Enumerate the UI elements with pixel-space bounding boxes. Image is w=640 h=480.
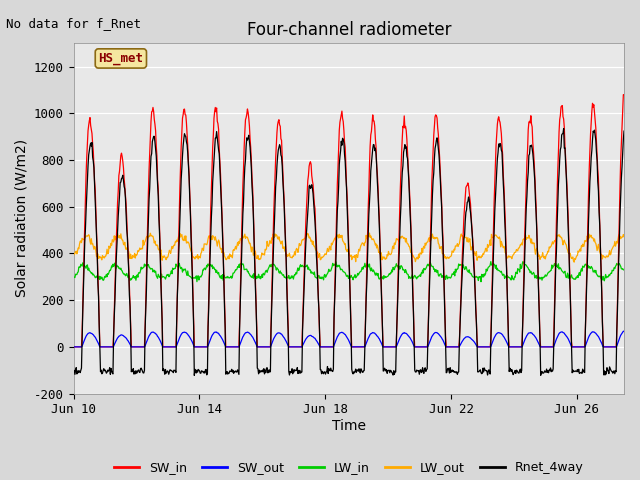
Legend: SW_in, SW_out, LW_in, LW_out, Rnet_4way: SW_in, SW_out, LW_in, LW_out, Rnet_4way bbox=[109, 456, 589, 479]
Text: No data for f_Rnet: No data for f_Rnet bbox=[6, 17, 141, 30]
Text: HS_met: HS_met bbox=[99, 52, 143, 65]
Title: Four-channel radiometer: Four-channel radiometer bbox=[246, 21, 451, 39]
Y-axis label: Solar radiation (W/m2): Solar radiation (W/m2) bbox=[14, 139, 28, 298]
X-axis label: Time: Time bbox=[332, 419, 366, 433]
